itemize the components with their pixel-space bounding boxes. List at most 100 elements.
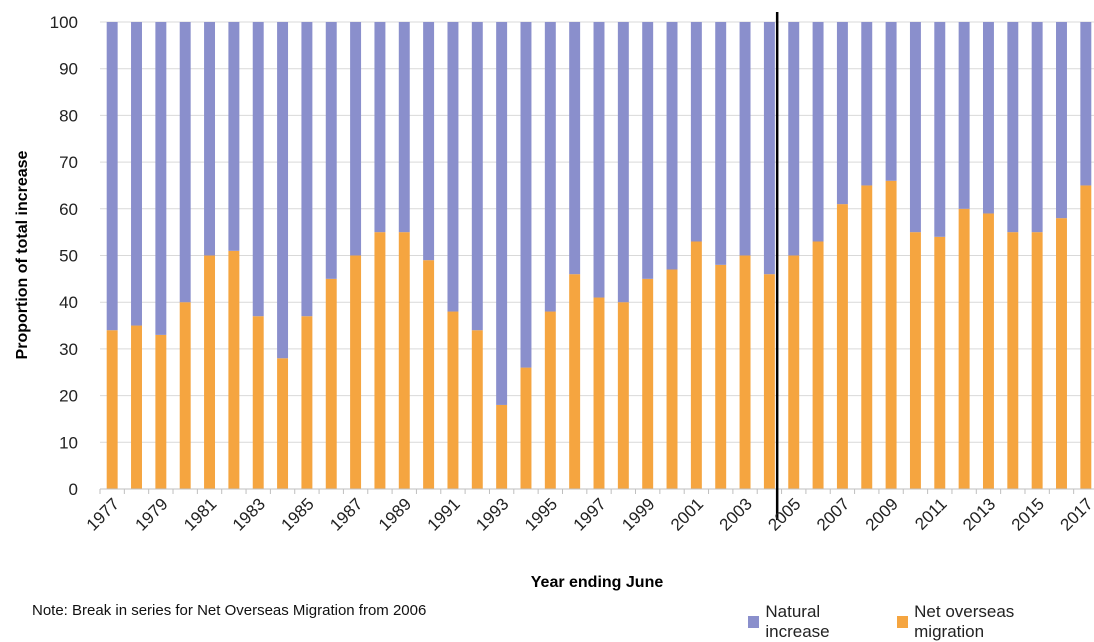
- bar-natural-increase: [1007, 22, 1019, 233]
- bar-natural-increase: [106, 22, 118, 331]
- chart: 0 10 20 30 40 50 60 70 80 90 100 1977 1979 1981 1983 1…: [14, 12, 1094, 641]
- bar-net-overseas-migration: [861, 185, 873, 489]
- bar-natural-increase: [934, 22, 946, 237]
- legend-label-net-overseas-migration: Net overseas migration: [914, 602, 1015, 641]
- x-tick-label: 2017: [1056, 494, 1094, 534]
- bar-natural-increase: [1031, 22, 1043, 233]
- legend-label-natural-increase: Natural increase: [765, 602, 830, 641]
- bar-net-overseas-migration: [982, 213, 994, 489]
- bar-natural-increase: [252, 22, 264, 317]
- x-tick-label: 2007: [813, 494, 853, 534]
- bar-natural-increase: [861, 22, 873, 186]
- bar-natural-increase: [739, 22, 751, 256]
- legend-swatch-net-overseas-migration: [896, 616, 909, 628]
- x-tick-label: 1989: [375, 494, 415, 534]
- bar-natural-increase: [690, 22, 702, 242]
- chart-note: Note: Break in series for Net Overseas M…: [32, 602, 427, 619]
- bar-natural-increase: [131, 22, 142, 326]
- x-tick-label: 1979: [131, 494, 171, 534]
- x-tick-label: 1983: [229, 494, 269, 534]
- legend: Natural increase Net overseas migration: [748, 602, 1094, 642]
- bar-net-overseas-migration: [252, 316, 264, 489]
- x-tick-label: 1977: [83, 494, 123, 534]
- bar-net-overseas-migration: [666, 269, 678, 489]
- bar-natural-increase: [277, 22, 289, 359]
- bar-net-overseas-migration: [423, 260, 435, 489]
- y-tick-label: 90: [59, 60, 78, 79]
- y-tick-label: 60: [59, 200, 78, 219]
- bar-net-overseas-migration: [715, 264, 727, 489]
- bar-natural-increase: [593, 22, 605, 298]
- bar-net-overseas-migration: [277, 358, 289, 489]
- bar-net-overseas-migration: [763, 274, 775, 489]
- bar-net-overseas-migration: [909, 232, 921, 489]
- bar-net-overseas-migration: [520, 367, 532, 489]
- bar-net-overseas-migration: [471, 330, 483, 489]
- bar-natural-increase: [520, 22, 532, 368]
- bar-net-overseas-migration: [301, 316, 313, 489]
- bar-natural-increase: [204, 22, 216, 256]
- bar-net-overseas-migration: [617, 302, 629, 489]
- bar-natural-increase: [666, 22, 678, 270]
- bar-net-overseas-migration: [812, 241, 824, 489]
- bar-net-overseas-migration: [1056, 218, 1067, 489]
- x-tick-label: 1991: [424, 494, 464, 534]
- bar-net-overseas-migration: [1007, 232, 1019, 489]
- bar-net-overseas-migration: [131, 325, 142, 489]
- bar-natural-increase: [228, 22, 240, 251]
- bar-net-overseas-migration: [179, 302, 191, 489]
- bar-net-overseas-migration: [350, 255, 362, 489]
- bars: [106, 22, 1092, 490]
- bar-natural-increase: [374, 22, 386, 233]
- bar-natural-increase: [471, 22, 483, 331]
- x-tick-label: 2003: [716, 494, 756, 534]
- bar-net-overseas-migration: [690, 241, 702, 489]
- y-tick-label: 40: [59, 293, 78, 312]
- bar-natural-increase: [909, 22, 921, 233]
- bar-net-overseas-migration: [958, 208, 970, 490]
- bar-natural-increase: [398, 22, 410, 233]
- bar-natural-increase: [617, 22, 629, 303]
- x-tick-label: 2011: [911, 494, 950, 533]
- bar-net-overseas-migration: [228, 250, 240, 489]
- x-axis-ticks: 1977 1979 1981 1983 1985 1987 1989 1991 1993 1995…: [83, 494, 1094, 534]
- bar-natural-increase: [569, 22, 581, 275]
- bar-natural-increase: [325, 22, 337, 279]
- y-tick-label: 80: [59, 106, 78, 125]
- x-tick-label: 2015: [1008, 494, 1048, 534]
- bar-natural-increase: [301, 22, 313, 317]
- bar-net-overseas-migration: [788, 255, 800, 489]
- y-axis-ticks: 0 10 20 30 40 50 60 70 80 90 100: [50, 13, 78, 499]
- bar-net-overseas-migration: [106, 330, 118, 489]
- y-tick-label: 0: [69, 480, 78, 499]
- bar-net-overseas-migration: [1080, 185, 1092, 489]
- bar-net-overseas-migration: [739, 255, 751, 489]
- x-axis-title: Year ending June: [531, 574, 664, 591]
- bar-net-overseas-migration: [447, 311, 459, 489]
- bar-natural-increase: [715, 22, 727, 265]
- bar-net-overseas-migration: [544, 311, 556, 489]
- x-tick-label: 1987: [326, 494, 366, 534]
- bar-natural-increase: [958, 22, 970, 209]
- y-tick-label: 100: [50, 13, 78, 32]
- x-tick-label: 1997: [570, 494, 610, 534]
- bar-natural-increase: [155, 22, 167, 335]
- y-axis-title: Proportion of total increase: [14, 150, 31, 359]
- x-tick-label: 2009: [862, 494, 902, 534]
- legend-item-natural-increase: Natural increase: [748, 602, 883, 642]
- bar-net-overseas-migration: [593, 297, 605, 489]
- bar-net-overseas-migration: [642, 278, 654, 489]
- x-tick-label: 2005: [764, 494, 804, 534]
- bar-net-overseas-migration: [1031, 232, 1043, 489]
- axes: [99, 12, 1094, 520]
- bar-natural-increase: [544, 22, 556, 312]
- bar-natural-increase: [1080, 22, 1092, 186]
- bar-natural-increase: [788, 22, 800, 256]
- x-tick-label: 1999: [618, 494, 658, 534]
- bar-natural-increase: [836, 22, 848, 205]
- x-tick-label: 1993: [472, 494, 512, 534]
- bar-net-overseas-migration: [569, 274, 581, 489]
- bar-natural-increase: [350, 22, 362, 256]
- bar-natural-increase: [423, 22, 435, 261]
